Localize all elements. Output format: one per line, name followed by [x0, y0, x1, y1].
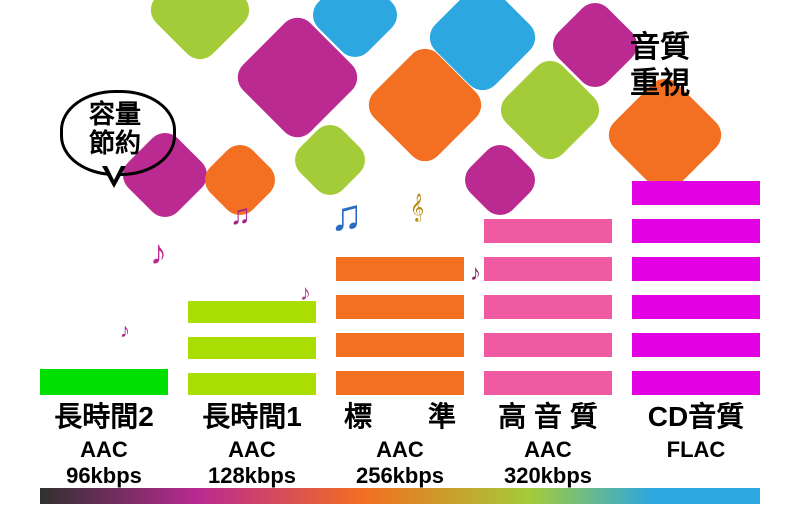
label-std: 標 準AAC256kbps: [336, 395, 464, 489]
bar-segment: [484, 219, 612, 243]
label-codec: AAC: [484, 437, 612, 463]
callout-right-line2: 重視: [630, 67, 690, 100]
label-title: 標 準: [336, 395, 464, 435]
label-rec2: 長時間2AAC96kbps: [40, 395, 168, 489]
bar-segment: [632, 371, 760, 395]
bar-segment: [632, 181, 760, 205]
callout-left-line1: 容量: [89, 99, 141, 129]
label-rec1: 長時間1AAC128kbps: [188, 395, 316, 489]
label-title: 長時間1: [188, 395, 316, 435]
bg-shape: [143, 0, 256, 67]
label-title: 長時間2: [40, 395, 168, 435]
label-title: CD音質: [632, 395, 760, 435]
bar-stack: [632, 185, 760, 395]
bar-stack: [484, 221, 612, 395]
callout-right-line1: 音質: [630, 31, 690, 64]
bar-cd: [632, 185, 760, 395]
bar-rec2: [40, 369, 168, 395]
bar-segment: [632, 333, 760, 357]
bar-segment: [188, 373, 316, 395]
callout-left: 容量 節約: [60, 90, 180, 200]
label-bitrate: 256kbps: [336, 463, 464, 489]
label-hq: 高 音 質AAC320kbps: [484, 395, 612, 489]
label-codec: FLAC: [632, 437, 760, 463]
label-codec: AAC: [40, 437, 168, 463]
bar-segment: [336, 257, 464, 281]
bar-segment: [484, 257, 612, 281]
label-title: 高 音 質: [484, 395, 612, 435]
bar-hq: [484, 221, 612, 395]
label-bitrate: 96kbps: [40, 463, 168, 489]
callout-right: 音質 重視: [630, 30, 690, 102]
bar-segment: [632, 257, 760, 281]
bar-stack: [40, 369, 168, 395]
bar-segment: [336, 371, 464, 395]
bar-segment: [336, 295, 464, 319]
chart-stage: ♪♫♫𝄞♪♪♪ 容量 節約 音質 重視 長時間2AAC96kbps長時間1AAC…: [0, 0, 800, 523]
bar-segment: [632, 295, 760, 319]
bar-segment: [188, 301, 316, 323]
bar-stack: [188, 301, 316, 395]
callout-left-line2: 節約: [89, 128, 141, 158]
bar-std: [336, 257, 464, 395]
accent-bar: [40, 488, 760, 504]
bar-segment: [336, 333, 464, 357]
label-codec: AAC: [336, 437, 464, 463]
label-cd: CD音質FLAC: [632, 395, 760, 463]
bar-segment: [188, 337, 316, 359]
bar-segment: [484, 371, 612, 395]
label-bitrate: 320kbps: [484, 463, 612, 489]
bar-segment: [632, 219, 760, 243]
bar-segment: [484, 333, 612, 357]
bars-area: [40, 185, 760, 395]
label-bitrate: 128kbps: [188, 463, 316, 489]
bar-segment: [40, 369, 168, 395]
bar-rec1: [188, 301, 316, 395]
bar-segment: [484, 295, 612, 319]
bar-stack: [336, 257, 464, 395]
label-codec: AAC: [188, 437, 316, 463]
callout-left-text: 容量 節約: [60, 100, 170, 157]
